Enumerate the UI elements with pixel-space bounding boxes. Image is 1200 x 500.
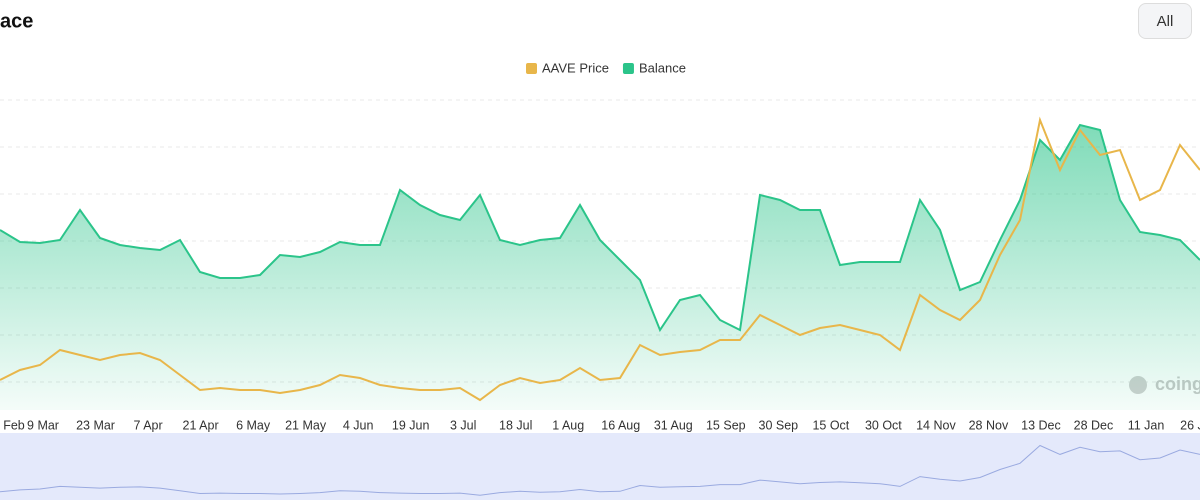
x-tick-label: 30 Sep bbox=[759, 418, 799, 432]
x-tick-label: 15 Sep bbox=[706, 418, 746, 432]
legend-swatch bbox=[622, 63, 634, 74]
x-tick-label: 19 Jun bbox=[392, 418, 430, 432]
x-tick-label: 23 Mar bbox=[76, 418, 115, 432]
x-tick-label: 11 Jan bbox=[1128, 418, 1165, 432]
x-tick-label: 15 Oct bbox=[812, 418, 849, 432]
x-tick-label: 6 May bbox=[236, 418, 271, 432]
navigator[interactable] bbox=[0, 433, 1200, 500]
x-tick-label: 3 Jul bbox=[450, 418, 476, 432]
x-tick-label: 16 Aug bbox=[601, 418, 640, 432]
x-tick-label: 1 Aug bbox=[552, 418, 584, 432]
x-tick-label: 7 Apr bbox=[133, 418, 162, 432]
x-tick-label: 26 J bbox=[1180, 418, 1200, 432]
x-tick-label: 21 May bbox=[285, 418, 327, 432]
balance-area bbox=[0, 125, 1200, 410]
legend-label: AAVE Price bbox=[542, 60, 609, 75]
x-tick-label: 18 Jul bbox=[499, 418, 532, 432]
x-tick-label: 31 Aug bbox=[654, 418, 693, 432]
chart-title: ace bbox=[0, 10, 33, 32]
navigator-line bbox=[0, 444, 1200, 496]
x-tick-label: Feb bbox=[3, 418, 25, 432]
legend-swatch bbox=[526, 63, 537, 74]
range-button[interactable]: All bbox=[1138, 3, 1192, 39]
x-tick-label: 13 Dec bbox=[1021, 418, 1061, 432]
series-line bbox=[0, 123, 1200, 333]
x-tick-label: 4 Jun bbox=[343, 418, 374, 432]
x-tick-label: 21 Apr bbox=[183, 418, 219, 432]
x-tick-label: 28 Nov bbox=[969, 418, 1009, 432]
legend-label: Balance bbox=[639, 60, 686, 75]
x-tick-label: 14 Nov bbox=[916, 418, 956, 432]
series-line bbox=[0, 116, 1200, 402]
x-tick-label: 28 Dec bbox=[1074, 418, 1114, 432]
x-tick-label: 9 Mar bbox=[27, 418, 59, 432]
x-tick-label: 30 Oct bbox=[865, 418, 902, 432]
